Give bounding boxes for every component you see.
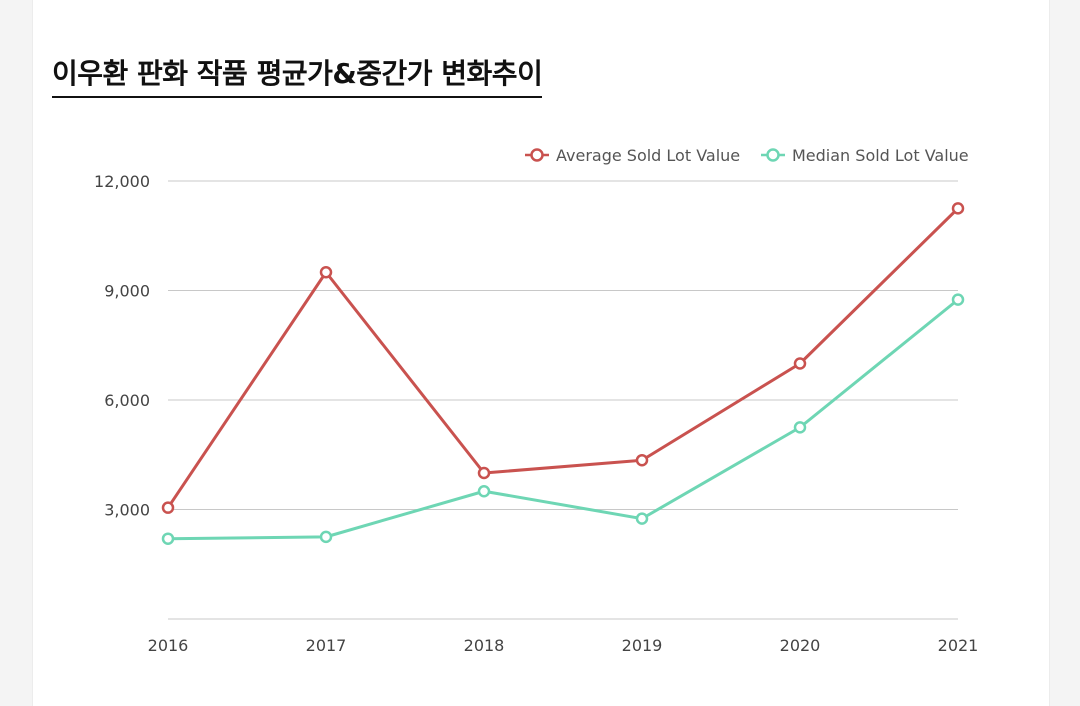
series-line-1 [166,207,960,509]
data-point [319,530,333,544]
data-point [793,421,807,434]
chart-card [32,0,1050,706]
legend-marker [766,148,780,162]
legend-marker [530,148,544,162]
data-point [477,485,491,498]
y-tick-label: 9,000 [104,282,150,301]
data-point [951,202,965,215]
y-tick-label: 6,000 [104,391,150,410]
data-point [635,512,649,525]
legend-label: Median Sold Lot Value [792,146,969,165]
data-point [161,532,175,545]
x-tick-label: 2016 [148,636,189,655]
data-point [635,453,649,467]
x-tick-label: 2018 [464,636,505,655]
data-point [319,266,333,279]
x-tick-label: 2017 [306,636,347,655]
x-tick-label: 2021 [938,636,979,655]
data-point [793,357,807,370]
chart-title: 이우환 판화 작품 평균가&중간가 변화추이 [52,52,543,98]
legend-label: Average Sold Lot Value [556,146,740,165]
x-tick-label: 2020 [780,636,821,655]
data-point [951,293,965,306]
data-point [477,466,491,480]
x-tick-label: 2019 [622,636,663,655]
y-tick-label: 12,000 [94,172,150,191]
series-line-2 [167,298,959,541]
data-point [161,501,175,514]
y-tick-label: 3,000 [104,501,150,520]
